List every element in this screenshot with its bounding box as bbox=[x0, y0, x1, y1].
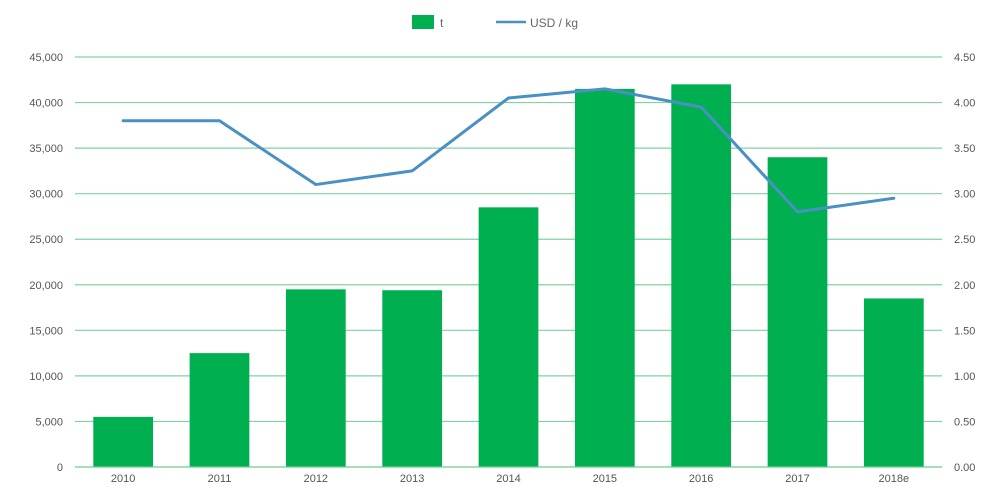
y-right-tick-label: 3.00 bbox=[954, 189, 975, 201]
x-tick-label: 2012 bbox=[304, 473, 328, 485]
y-right-tick-label: 3.50 bbox=[954, 143, 975, 155]
bar bbox=[189, 353, 250, 467]
x-tick-label: 2014 bbox=[496, 473, 520, 485]
x-tick-label: 2013 bbox=[400, 473, 424, 485]
bar bbox=[285, 289, 346, 467]
line-series bbox=[121, 87, 896, 214]
y-left-tick-label: 40,000 bbox=[29, 98, 63, 110]
x-tick-label: 2017 bbox=[785, 473, 809, 485]
x-tick-label: 2016 bbox=[689, 473, 713, 485]
bar bbox=[93, 416, 154, 467]
bar bbox=[382, 290, 443, 467]
y-right-tick-label: 4.00 bbox=[954, 98, 975, 110]
y-right-tick-label: 1.50 bbox=[954, 325, 975, 337]
y-right-tick-label: 4.50 bbox=[954, 52, 975, 64]
bar bbox=[863, 298, 924, 467]
y-left-tick-label: 30,000 bbox=[29, 189, 63, 201]
y-right-tick-label: 0.00 bbox=[954, 462, 975, 474]
y-left-tick-label: 45,000 bbox=[29, 52, 63, 64]
x-tick-label: 2018e bbox=[879, 473, 910, 485]
y-left-tick-label: 5,000 bbox=[35, 416, 63, 428]
y-left-tick-label: 0 bbox=[57, 462, 63, 474]
x-tick-label: 2015 bbox=[593, 473, 617, 485]
bar bbox=[767, 157, 828, 467]
y-left-tick-label: 10,000 bbox=[29, 371, 63, 383]
bar bbox=[574, 88, 635, 467]
y-left-tick-label: 35,000 bbox=[29, 143, 63, 155]
legend-bar-swatch bbox=[412, 15, 434, 29]
x-tick-label: 2010 bbox=[111, 473, 135, 485]
x-tick-label: 2011 bbox=[208, 473, 232, 485]
axes: 0 0.00 5,000 0.50 10,000 1.00 15,000 1.50 20,000… bbox=[29, 52, 975, 485]
bar bbox=[478, 207, 539, 468]
bar-series bbox=[93, 84, 924, 468]
y-left-tick-label: 20,000 bbox=[29, 280, 63, 292]
legend: t USD / kg bbox=[412, 15, 578, 30]
legend-bar-label: t bbox=[440, 16, 444, 30]
y-right-tick-label: 1.00 bbox=[954, 371, 975, 383]
y-left-tick-label: 25,000 bbox=[29, 234, 63, 246]
y-right-tick-label: 0.50 bbox=[954, 416, 975, 428]
y-right-tick-label: 2.00 bbox=[954, 280, 975, 292]
legend-line-label: USD / kg bbox=[530, 16, 578, 30]
bar bbox=[671, 84, 732, 467]
y-right-tick-label: 2.50 bbox=[954, 234, 975, 246]
y-left-tick-label: 15,000 bbox=[29, 325, 63, 337]
